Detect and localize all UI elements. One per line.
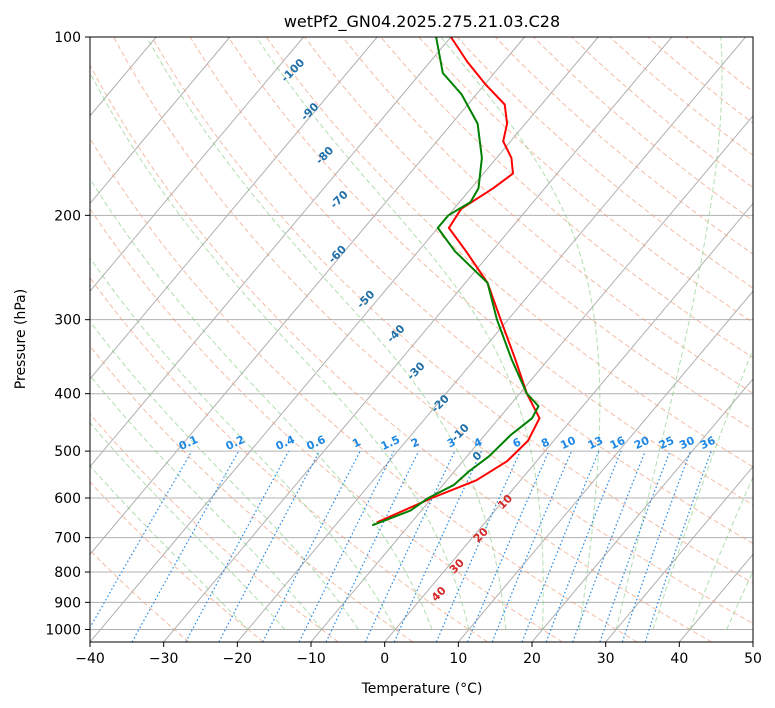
x-tick-label: 0 xyxy=(380,651,389,667)
dry-adiabat xyxy=(456,37,753,289)
profile-lines xyxy=(371,37,541,527)
moist-adiabat xyxy=(440,37,601,630)
isotherm-line xyxy=(384,202,753,642)
isotherm-line xyxy=(90,37,525,556)
dry-adiabat xyxy=(227,37,753,506)
mixing-ratio-line xyxy=(644,450,712,642)
mixing-ratio-line xyxy=(491,450,573,642)
x-tick-label: 50 xyxy=(744,651,762,667)
y-tick-label: 700 xyxy=(54,531,81,547)
plot-frame xyxy=(89,36,754,643)
isotherm-line xyxy=(90,37,452,468)
moist-adiabat xyxy=(90,465,249,630)
isotherm-line xyxy=(90,37,304,292)
dry-adiabat xyxy=(90,207,563,642)
moist-adiabat xyxy=(90,422,286,630)
y-axis-label: Pressure (hPa) xyxy=(13,289,29,389)
mixing-ratio-line xyxy=(621,450,692,642)
isotherm-line xyxy=(90,37,599,642)
moist-adiabat xyxy=(90,71,470,630)
mixing-ratio-label: 10 xyxy=(558,434,578,452)
mixing-ratio-line xyxy=(262,450,361,642)
dry-adiabat xyxy=(151,37,753,584)
isotherm-line xyxy=(236,37,746,642)
isotherm-line xyxy=(90,37,231,205)
dewpoint-line xyxy=(371,37,540,527)
x-tick-label: 40 xyxy=(670,651,688,667)
y-tick-label: 600 xyxy=(54,491,81,507)
moist-adiabat xyxy=(90,374,322,630)
y-tick-label: 500 xyxy=(54,444,81,460)
moist-adiabat xyxy=(255,37,544,630)
mixing-ratio-line xyxy=(298,450,395,642)
y-tick-label: 800 xyxy=(54,565,81,581)
dry-adiabat xyxy=(90,413,339,642)
chart-title: wetPf2_GN04.2025.275.21.03.C28 xyxy=(284,12,560,32)
mixing-ratio-line xyxy=(521,450,600,642)
y-tick-label: 100 xyxy=(54,30,81,46)
y-tick-label: 900 xyxy=(54,595,81,611)
mixing-ratio-line xyxy=(185,450,290,642)
dry-adiabat xyxy=(90,64,712,642)
mixing-ratio-line xyxy=(545,450,622,642)
moist-adiabat xyxy=(615,37,723,630)
mixing-ratio-line xyxy=(466,450,550,642)
isotherm-line xyxy=(90,37,378,380)
y-tick-label: 200 xyxy=(54,208,81,224)
mixing-ratio-line xyxy=(218,450,321,642)
mixing-ratio-label: 36 xyxy=(698,434,718,452)
isotherm-line xyxy=(457,290,753,642)
x-tick-label: 30 xyxy=(597,651,615,667)
x-tick-label: −40 xyxy=(75,651,105,667)
moist-adiabat xyxy=(90,257,396,630)
x-tick-label: −20 xyxy=(223,651,253,667)
mixing-ratio-label: 20 xyxy=(632,434,652,452)
mixing-ratio-line xyxy=(572,450,646,642)
mixing-ratio-label: 13 xyxy=(586,434,605,452)
dry-adiabat xyxy=(90,481,264,642)
mixing-ratio-line xyxy=(599,450,671,642)
x-tick-label: −30 xyxy=(149,651,179,667)
mixing-ratio-label: 30 xyxy=(677,434,697,452)
axis-ticks: −40 −30 −20 −10 0 10 20 30 40 50 100 200 300 400 500 60… xyxy=(45,30,762,667)
y-tick-label: 1000 xyxy=(45,622,81,638)
temperature-line xyxy=(376,37,541,524)
moist-adiabat xyxy=(689,475,753,630)
moist-adiabat xyxy=(652,348,753,630)
x-tick-label: 10 xyxy=(449,651,467,667)
mixing-ratio-line xyxy=(131,450,240,642)
moist-adiabat xyxy=(146,37,507,630)
dry-adiabat xyxy=(342,37,753,394)
dry-adiabat xyxy=(189,37,753,545)
background-lines xyxy=(90,37,753,642)
y-tick-label: 300 xyxy=(54,313,81,329)
x-tick-label: 20 xyxy=(523,651,541,667)
isotherm-line xyxy=(163,37,673,642)
isotherm-line xyxy=(531,378,753,642)
mixing-ratio-line xyxy=(435,450,521,642)
dry-adiabat xyxy=(90,276,488,642)
isotherm-line xyxy=(605,465,753,642)
mixing-ratio-label: 16 xyxy=(608,434,628,452)
y-tick-label: 400 xyxy=(54,387,81,403)
x-axis-label: Temperature (°C) xyxy=(361,681,483,697)
moist-adiabat xyxy=(90,320,359,630)
x-tick-label: −10 xyxy=(296,651,326,667)
mixing-ratio-label: 25 xyxy=(657,434,676,452)
dry-adiabat xyxy=(304,37,753,431)
